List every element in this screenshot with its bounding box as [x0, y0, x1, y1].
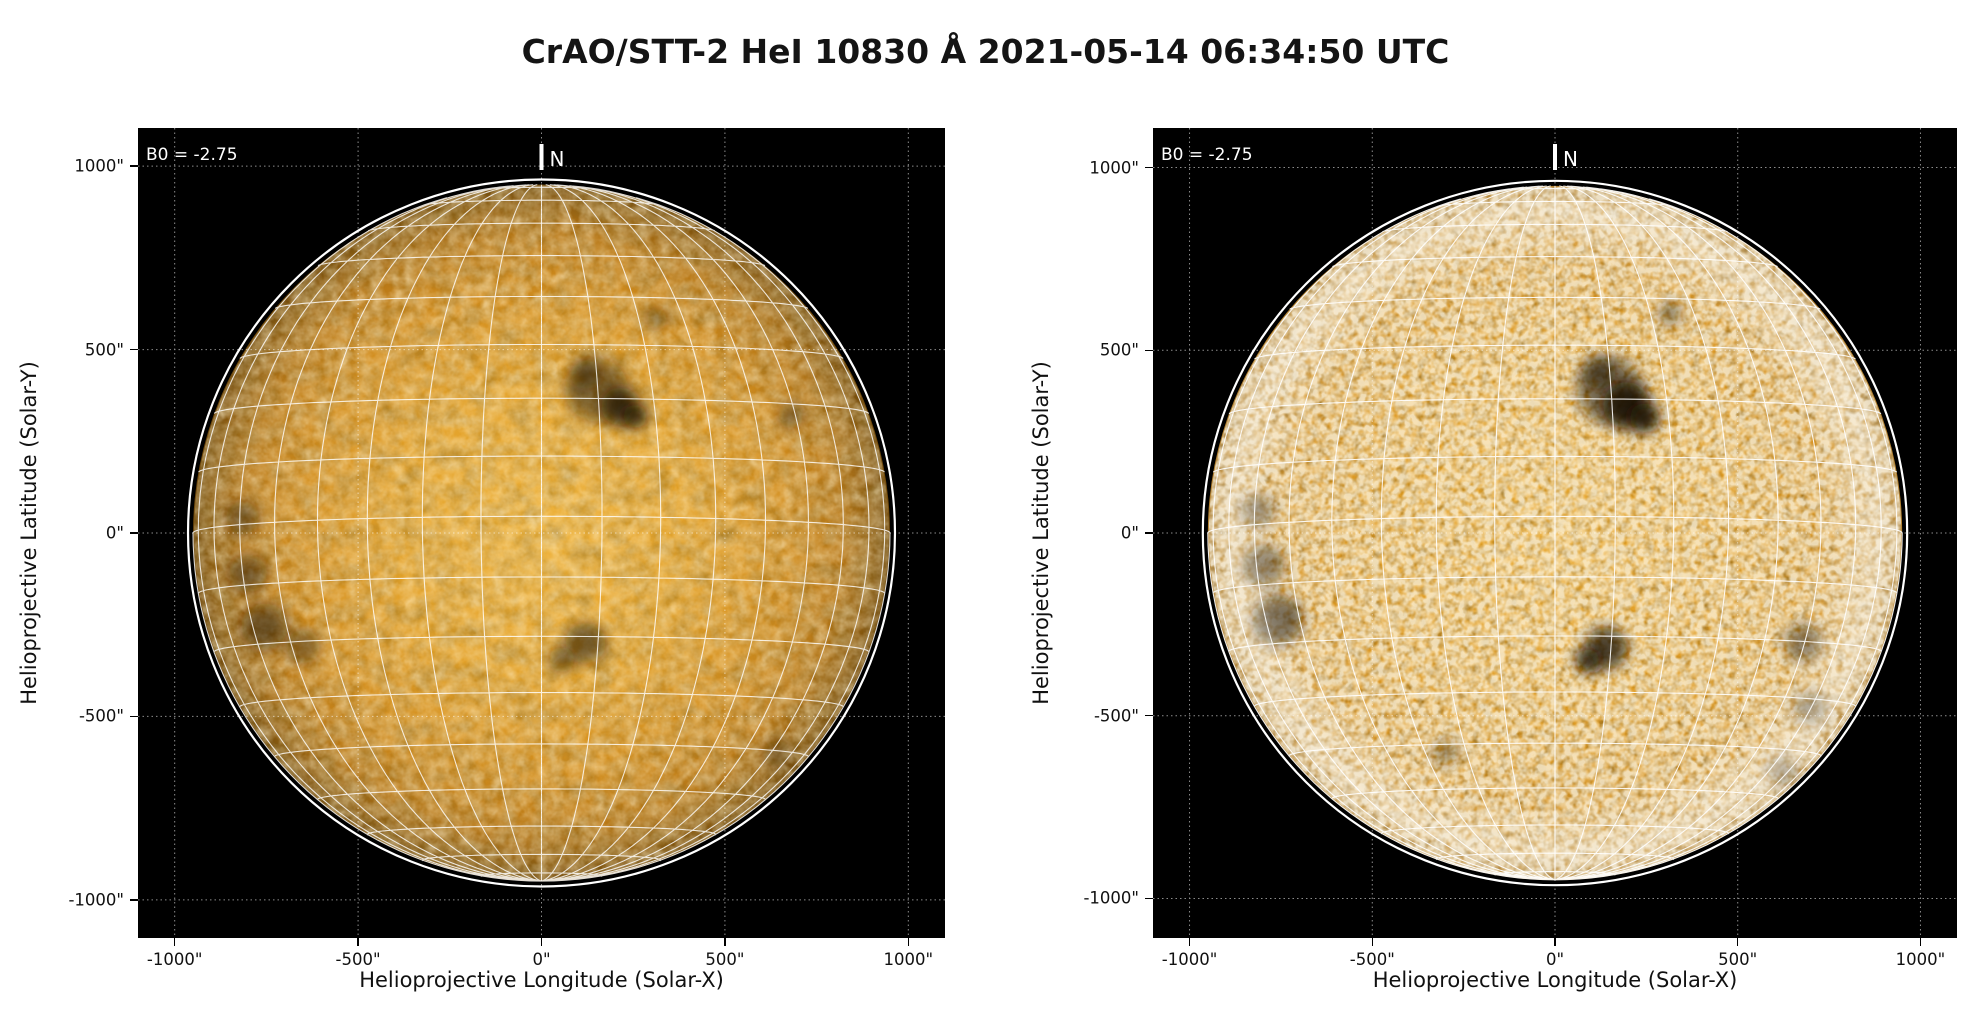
y-tick-label: 0"	[1120, 523, 1139, 543]
x-tick-label: 500"	[1718, 950, 1758, 969]
y-tick-mark	[1145, 532, 1153, 534]
x-tick-mark	[540, 938, 543, 946]
active-regions	[225, 308, 804, 767]
y-tick-label: 500"	[1099, 340, 1139, 360]
y-tick-label: 1000"	[74, 156, 124, 176]
x-tick-label: 1000"	[1895, 950, 1946, 969]
y-tick-label: 1000"	[1089, 158, 1139, 178]
x-axis-label-right: Helioprojective Longitude (Solar-X)	[1372, 968, 1738, 992]
y-tick-mark	[130, 899, 138, 901]
y-axis-label-right: Helioprojective Latitude (Solar-Y)	[1029, 361, 1053, 705]
coordinate-gridlines	[1153, 128, 1957, 938]
x-tick-label: -500"	[335, 950, 381, 969]
x-tick-mark	[1554, 938, 1556, 946]
x-tick-mark	[724, 938, 726, 946]
y-tick-mark	[1145, 349, 1153, 352]
y-tick-label: -1000"	[68, 890, 124, 910]
y-tick-mark	[1145, 897, 1153, 900]
right-solar-disk-svg: N	[1153, 128, 1957, 938]
x-tick-mark	[173, 938, 176, 946]
x-tick-label: -1000"	[146, 950, 203, 969]
north-label: N	[1563, 147, 1578, 171]
x-axis-label-left: Helioprojective Longitude (Solar-X)	[359, 968, 724, 992]
x-tick-mark	[1919, 938, 1922, 946]
y-tick-mark	[130, 165, 138, 167]
y-axis-label-left: Helioprojective Latitude (Solar-Y)	[17, 361, 41, 705]
north-indicator	[1553, 144, 1557, 170]
x-tick-mark	[1371, 938, 1374, 946]
x-tick-label: 0"	[532, 950, 551, 969]
north-label: N	[550, 147, 565, 171]
y-tick-label: 0"	[105, 523, 124, 543]
y-tick-mark	[130, 715, 138, 718]
y-tick-label: 500"	[84, 340, 124, 360]
y-tick-mark	[1145, 714, 1153, 717]
x-tick-label: 0"	[1545, 950, 1565, 969]
left-solar-panel: N	[138, 128, 945, 938]
x-tick-label: -1000"	[1161, 950, 1218, 969]
b0-annotation: B0 = -2.75	[1161, 145, 1253, 165]
coordinate-gridlines	[138, 128, 945, 938]
y-tick-mark	[130, 348, 138, 351]
y-tick-mark	[1145, 166, 1153, 169]
y-tick-mark	[130, 532, 138, 534]
b0-annotation: B0 = -2.75	[146, 145, 238, 165]
y-tick-label: -1000"	[1083, 888, 1139, 908]
x-tick-mark	[907, 938, 910, 946]
left-solar-disk-svg: N	[138, 128, 945, 938]
y-tick-label: -500"	[78, 706, 124, 726]
x-tick-mark	[1736, 938, 1739, 946]
y-tick-label: -500"	[1093, 706, 1139, 726]
figure-title: CrAO/STT-2 HeI 10830 Å 2021-05-14 06:34:…	[521, 32, 1450, 72]
x-tick-label: 1000"	[883, 950, 934, 969]
x-tick-mark	[1188, 938, 1191, 946]
x-tick-label: 500"	[705, 950, 745, 969]
north-indicator	[539, 144, 544, 170]
x-tick-label: -500"	[1349, 950, 1395, 969]
right-solar-panel: N	[1153, 128, 1957, 938]
x-tick-mark	[357, 938, 359, 946]
